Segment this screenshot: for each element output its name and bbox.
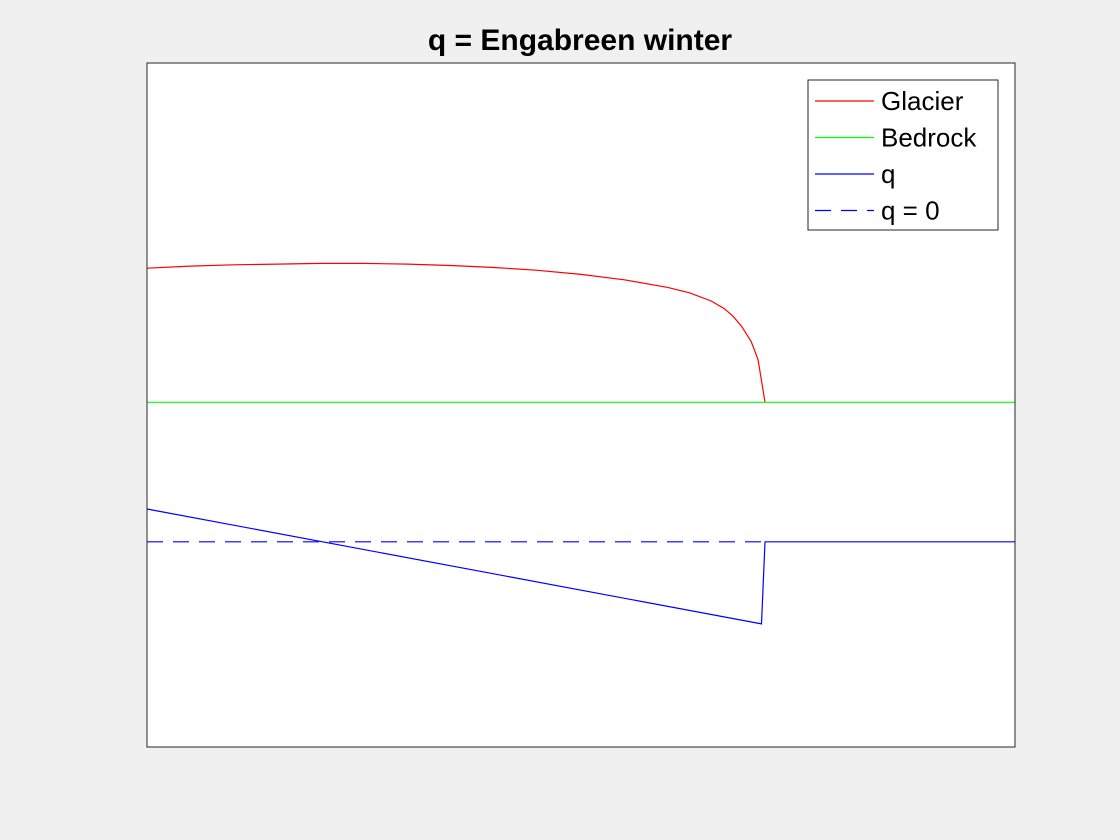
legend-box	[807, 79, 999, 231]
legend-label-q-0: q = 0	[881, 196, 940, 226]
series-line-glacier	[146, 262, 766, 403]
series-line-q	[146, 508, 1015, 625]
legend-label-bedrock: Bedrock	[881, 123, 977, 153]
chart-title: q = Engabreen winter	[428, 24, 733, 57]
legend-label-q: q	[881, 159, 895, 189]
legend: Glacier Bedrock q q = 0	[807, 79, 999, 231]
axes-box	[146, 62, 1016, 748]
legend-label-glacier: Glacier	[881, 86, 964, 116]
series-layer	[146, 262, 1015, 625]
